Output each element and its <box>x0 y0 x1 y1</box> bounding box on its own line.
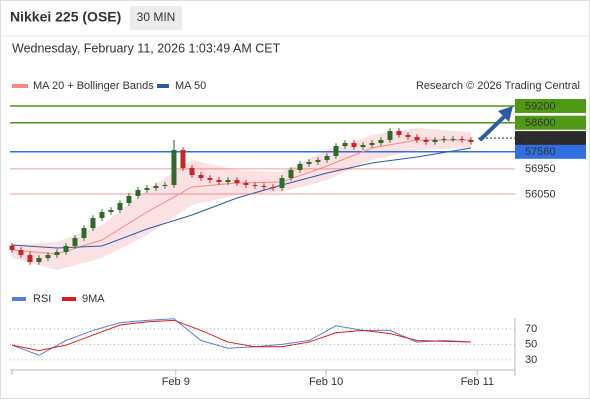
level-label: 58050 <box>525 133 556 145</box>
candle-body <box>387 130 393 140</box>
candle-body <box>81 228 87 239</box>
legend-label: MA 50 <box>175 80 206 92</box>
timeframe-box <box>130 6 182 30</box>
legend-label: 9MA <box>82 293 105 305</box>
candle-body <box>297 163 303 170</box>
indicator-line <box>11 318 472 356</box>
candle-body <box>315 159 321 162</box>
candle-body <box>18 250 24 256</box>
candle-body <box>234 179 240 184</box>
x-tick-label: Feb 11 <box>461 376 494 388</box>
candle-body <box>144 188 150 190</box>
candle-body <box>162 184 168 186</box>
candle-body <box>153 185 159 189</box>
source: Research © 2026 Trading Central <box>416 80 580 92</box>
candle-body <box>99 212 105 219</box>
moving-average <box>11 147 472 249</box>
level-label: 59200 <box>525 100 556 112</box>
candle-body <box>279 178 285 189</box>
level-label: 57560 <box>525 146 556 158</box>
candle-body <box>306 161 312 164</box>
indicator-line <box>11 319 472 352</box>
candle-body <box>450 138 456 140</box>
candle-body <box>333 145 339 156</box>
forecast-arrow <box>479 113 508 141</box>
forecast-arrowhead <box>498 106 513 122</box>
level-label: 56950 <box>525 163 556 175</box>
candle-body <box>63 246 69 253</box>
candle-body <box>342 142 348 146</box>
candle-body <box>171 149 177 185</box>
level-label: 58600 <box>525 117 556 129</box>
level-label: 56050 <box>525 188 556 200</box>
candle-body <box>108 209 114 213</box>
level-box <box>515 115 586 130</box>
instrument-title: Nikkei 225 (OSE) <box>10 9 121 25</box>
candle-body <box>90 218 96 229</box>
candle-body <box>396 130 402 135</box>
y-tick-label: 30 <box>525 354 537 366</box>
bollinger-band <box>11 127 471 271</box>
candle-body <box>45 255 51 259</box>
legend-label: MA 20 + Bollinger Bands <box>33 80 154 92</box>
x-tick-label: Feb 9 <box>162 376 190 388</box>
level-box <box>515 98 586 113</box>
y-tick-label: 70 <box>525 323 537 335</box>
candle-body <box>198 174 204 179</box>
candle-body <box>459 138 465 140</box>
candle-body <box>9 245 15 251</box>
candle-body <box>225 179 231 182</box>
candle-body <box>27 255 33 263</box>
candle-body <box>36 258 42 263</box>
y-tick-label: 50 <box>525 338 537 350</box>
candle-body <box>252 184 258 186</box>
candle-body <box>207 178 213 180</box>
candle-body <box>180 149 186 168</box>
legend-label: RSI <box>33 293 51 305</box>
candle-body <box>126 195 132 204</box>
candle-body <box>324 155 330 160</box>
candle-body <box>261 185 267 187</box>
candle-body <box>189 167 195 175</box>
candle-body <box>405 134 411 137</box>
candle-body <box>135 189 141 196</box>
candle-body <box>360 144 366 147</box>
candle-body <box>378 139 384 143</box>
candle-body <box>270 187 276 189</box>
candle-body <box>117 203 123 210</box>
date: Wednesday, February 11, 2026 1:03:49 AM … <box>12 41 281 55</box>
candle-body <box>243 183 249 185</box>
candle-body <box>441 138 447 140</box>
level-box <box>515 131 586 146</box>
candle-body <box>288 169 294 179</box>
x-tick-label: Feb 10 <box>309 376 343 388</box>
candle-body <box>216 179 222 182</box>
candle-body <box>432 139 438 142</box>
candle-body <box>54 252 60 256</box>
timeframe: 30 MIN <box>137 10 176 24</box>
candle-body <box>414 136 420 140</box>
level-box <box>515 144 586 159</box>
candle-body <box>369 142 375 145</box>
candle-body <box>72 238 78 247</box>
candle-body <box>423 139 429 142</box>
candle-body <box>468 139 474 142</box>
candle-body <box>351 142 357 147</box>
